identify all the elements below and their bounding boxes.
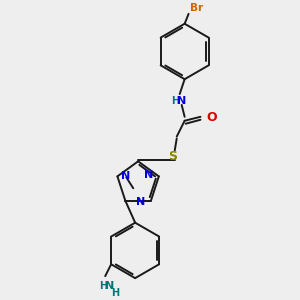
Text: N: N [104, 281, 114, 291]
Text: H: H [111, 288, 119, 298]
Text: N: N [136, 197, 145, 207]
Text: H: H [99, 281, 107, 291]
Text: Br: Br [190, 3, 203, 13]
Text: H: H [171, 96, 179, 106]
Text: O: O [206, 111, 217, 124]
Text: N: N [144, 170, 153, 180]
Text: S: S [168, 150, 177, 163]
Text: N: N [122, 171, 130, 182]
Text: N: N [177, 96, 186, 106]
